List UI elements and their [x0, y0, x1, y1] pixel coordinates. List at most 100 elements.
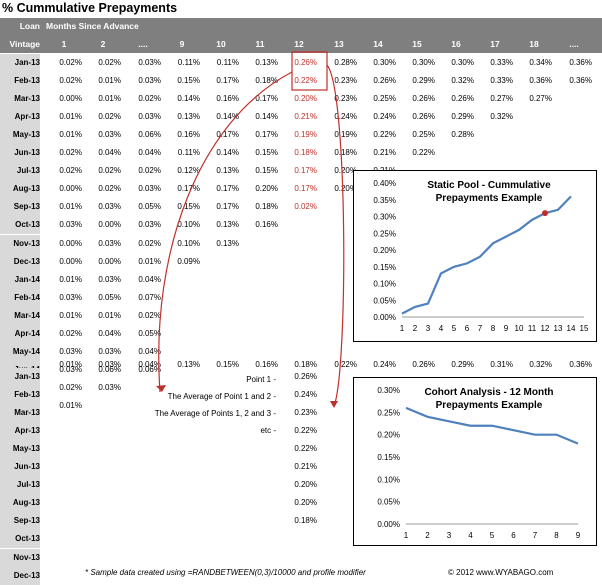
- table-cell: 0.02%: [46, 379, 82, 397]
- header-month-5: 10: [203, 36, 239, 53]
- cohort-vintage-label: Nov-13: [0, 549, 40, 567]
- table-cell: 0.18%: [281, 144, 317, 162]
- table-cell: 0.17%: [203, 126, 239, 144]
- header-vintage: Vintage: [0, 36, 40, 53]
- table-cell: 0.15%: [164, 198, 200, 216]
- y-tick-label: 0.25%: [377, 408, 400, 417]
- table-cell: 0.14%: [164, 90, 200, 108]
- table-cell: 0.26%: [360, 72, 396, 90]
- cohort-cell: 0.20%: [281, 494, 317, 512]
- table-cell: 0.26%: [399, 108, 435, 126]
- table-cell: 0.03%: [85, 126, 121, 144]
- average-cell: 0.03%: [85, 356, 121, 374]
- table-cell: 0.21%: [281, 108, 317, 126]
- table-cell: 0.27%: [477, 90, 513, 108]
- vintage-label: Mar-14: [0, 307, 40, 325]
- x-tick-label: 5: [490, 531, 495, 540]
- vintage-label: May-14: [0, 343, 40, 361]
- x-tick-label: 9: [576, 531, 581, 540]
- x-tick-label: 5: [452, 324, 457, 333]
- table-cell: 0.02%: [85, 180, 121, 198]
- table-cell: 0.04%: [125, 271, 161, 289]
- table-cell: 0.04%: [125, 144, 161, 162]
- vintage-label: Apr-13: [0, 108, 40, 126]
- average-cell: 0.31%: [477, 356, 513, 374]
- table-cell: 0.28%: [321, 54, 357, 72]
- table-cell: 0.13%: [203, 162, 239, 180]
- table-cell: 0.02%: [85, 162, 121, 180]
- table-cell: 0.00%: [85, 216, 121, 234]
- table-cell: 0.27%: [516, 90, 552, 108]
- average-cell: 0.24%: [360, 356, 396, 374]
- table-cell: 0.29%: [399, 72, 435, 90]
- table-cell: 0.24%: [360, 108, 396, 126]
- table-cell: 0.07%: [125, 289, 161, 307]
- vintage-label: Oct-13: [0, 216, 40, 234]
- table-cell: 0.00%: [85, 253, 121, 271]
- table-cell: 0.20%: [281, 90, 317, 108]
- table-cell: 0.18%: [242, 198, 278, 216]
- table-cell: 0.16%: [242, 216, 278, 234]
- table-cell: 0.30%: [399, 54, 435, 72]
- x-tick-label: 10: [515, 324, 524, 333]
- average-cell: 0.32%: [516, 356, 552, 374]
- table-cell: 0.17%: [242, 126, 278, 144]
- table-cell: 0.06%: [125, 126, 161, 144]
- table-cell: 0.03%: [125, 72, 161, 90]
- header-month-8: 13: [321, 36, 357, 53]
- header-month-11: 16: [438, 36, 474, 53]
- table-cell: 0.02%: [125, 307, 161, 325]
- table-cell: 0.05%: [125, 325, 161, 343]
- cohort-chart-title: Cohort Analysis - 12 Month Prepayments E…: [414, 386, 564, 412]
- table-cell: 0.02%: [281, 198, 317, 216]
- vintage-label: Feb-13: [0, 72, 40, 90]
- cohort-cell: 0.24%: [281, 386, 317, 404]
- x-tick-label: 13: [554, 324, 563, 333]
- vintage-label: Apr-14: [0, 325, 40, 343]
- table-cell: 0.10%: [164, 216, 200, 234]
- y-tick-label: 0.05%: [377, 498, 400, 507]
- table-cell: 0.01%: [125, 253, 161, 271]
- table-cell: 0.17%: [203, 72, 239, 90]
- x-tick-label: 14: [567, 324, 576, 333]
- table-cell: 0.32%: [438, 72, 474, 90]
- table-cell: 0.16%: [203, 90, 239, 108]
- table-cell: 0.30%: [438, 54, 474, 72]
- table-cell: 0.18%: [321, 144, 357, 162]
- table-cell: 0.04%: [85, 325, 121, 343]
- header-months-since-advance: Months Since Advance: [46, 18, 186, 35]
- table-cell: 0.21%: [360, 144, 396, 162]
- table-cell: 0.03%: [85, 379, 121, 397]
- x-tick-label: 11: [528, 324, 537, 333]
- cohort-chart: Cohort Analysis - 12 Month Prepayments E…: [353, 377, 597, 546]
- header-month-12: 17: [477, 36, 513, 53]
- table-cell: 0.11%: [164, 54, 200, 72]
- table-cell: 0.02%: [46, 144, 82, 162]
- table-cell: 0.03%: [125, 108, 161, 126]
- table-cell: 0.23%: [321, 90, 357, 108]
- vintage-label: Jul-13: [0, 162, 40, 180]
- vintage-label: Jun-13: [0, 144, 40, 162]
- vintage-label: Feb-14: [0, 289, 40, 307]
- table-cell: 0.01%: [85, 307, 121, 325]
- table-cell: 0.17%: [281, 162, 317, 180]
- y-tick-label: 0.25%: [373, 229, 396, 238]
- table-cell: 0.28%: [438, 126, 474, 144]
- table-cell: 0.15%: [242, 144, 278, 162]
- table-cell: 0.11%: [203, 54, 239, 72]
- header-month-14: ....: [556, 36, 592, 53]
- header-month-1: 1: [46, 36, 82, 53]
- y-tick-label: 0.20%: [373, 246, 396, 255]
- x-tick-label: 15: [580, 324, 589, 333]
- cohort-cell: 0.22%: [281, 440, 317, 458]
- annotation-note: The Average of Point 1 and 2 -: [120, 389, 276, 405]
- cohort-vintage-label: Oct-13: [0, 530, 40, 548]
- annotation-note: etc -: [120, 423, 276, 439]
- x-tick-label: 1: [404, 531, 409, 540]
- x-tick-label: 4: [468, 531, 473, 540]
- x-tick-label: 1: [400, 324, 405, 333]
- table-cell: 0.14%: [242, 108, 278, 126]
- vintage-label: May-13: [0, 126, 40, 144]
- table-cell: 0.02%: [46, 54, 82, 72]
- table-cell: 0.17%: [281, 180, 317, 198]
